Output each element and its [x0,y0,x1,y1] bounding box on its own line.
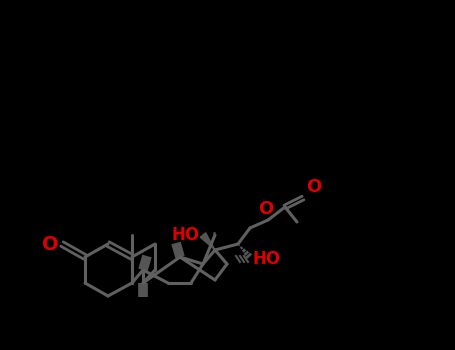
Text: HO: HO [253,250,281,268]
Text: O: O [306,178,321,196]
Polygon shape [200,233,215,250]
Text: HO: HO [172,226,200,244]
Text: O: O [258,200,273,218]
Text: ·: · [211,225,218,245]
Text: O: O [42,234,59,253]
